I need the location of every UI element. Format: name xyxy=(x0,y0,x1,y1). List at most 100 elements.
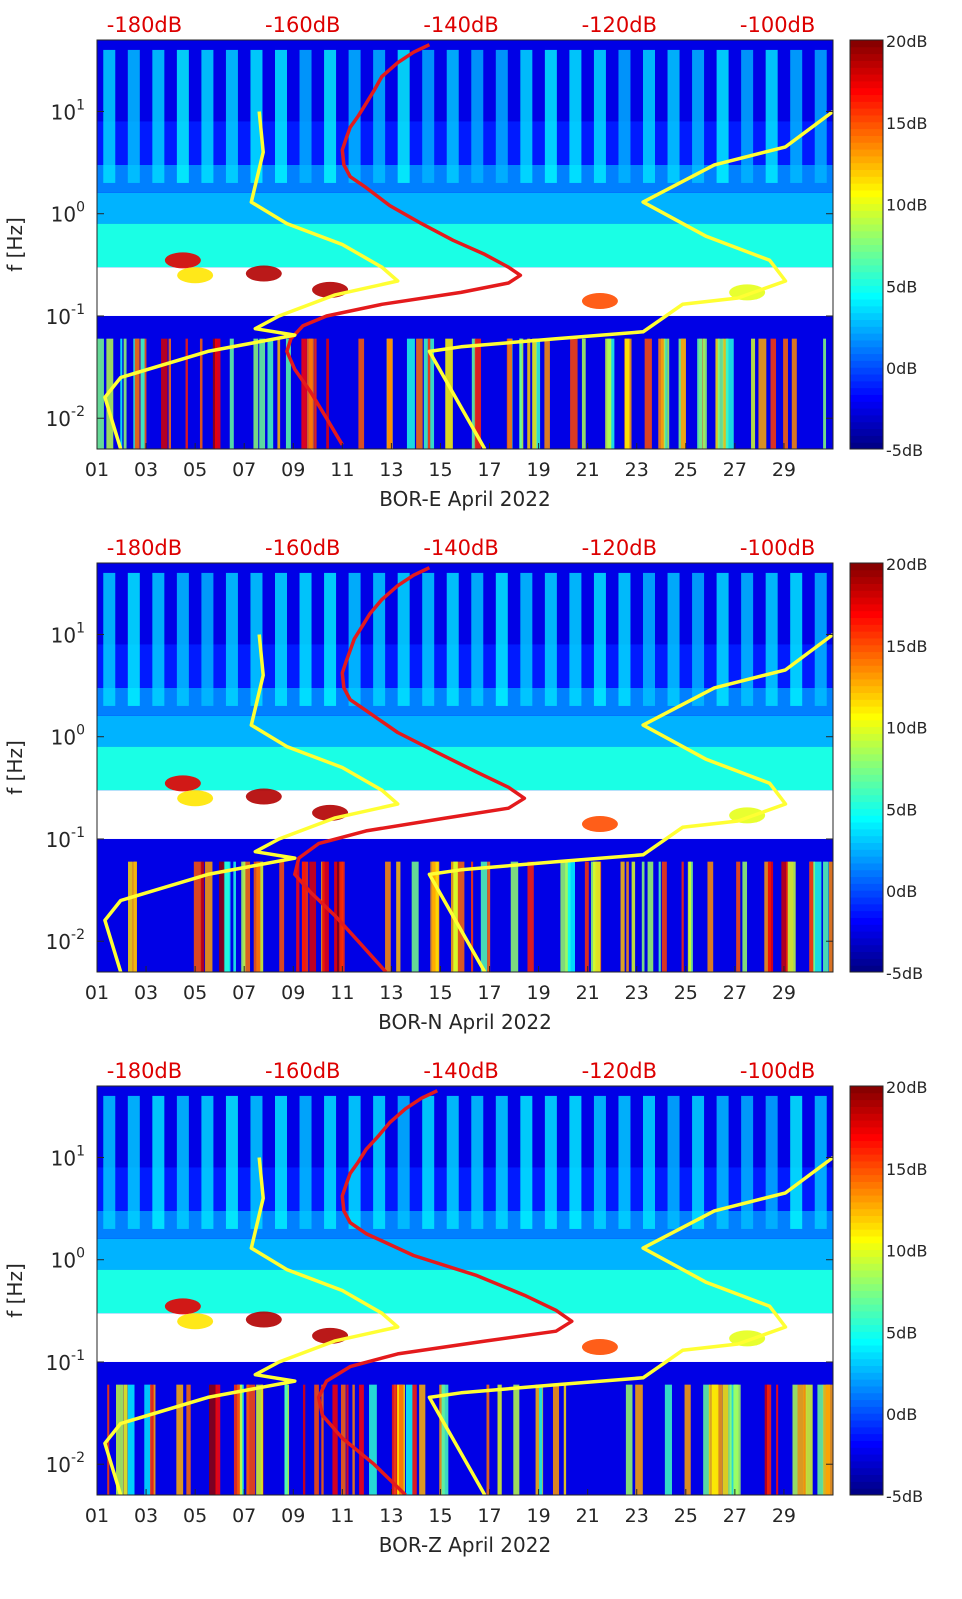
spectrogram-streak xyxy=(186,1384,191,1495)
colorbar-segment xyxy=(850,1195,883,1203)
spectrogram-streak xyxy=(131,861,137,972)
colorbar-segment xyxy=(850,637,883,646)
spectrogram-streak xyxy=(225,1095,238,1229)
colorbar-tick-label: 10dB xyxy=(886,1242,928,1261)
colorbar-frame xyxy=(849,1085,884,1496)
spectrogram-streak xyxy=(144,1384,152,1495)
colorbar-segment xyxy=(850,965,883,973)
spectrogram-streak xyxy=(127,49,140,183)
spectrogram-streak xyxy=(422,1095,435,1229)
colorbar-segment xyxy=(850,842,883,850)
x-tick-label: 23 xyxy=(625,459,649,481)
colorbar-tick-label: 5dB xyxy=(886,1323,917,1342)
spectrogram-streak xyxy=(767,1384,772,1495)
y-tick-base: 10 xyxy=(51,100,76,124)
spectrogram-streak xyxy=(341,861,345,972)
colorbar-segment xyxy=(850,60,883,68)
colorbar-segment xyxy=(850,583,883,591)
colorbar-segment xyxy=(850,108,883,116)
spectrogram-streak xyxy=(495,572,508,706)
noise-spectrum-curve-red xyxy=(285,43,523,446)
x-tick-label: 19 xyxy=(527,459,551,481)
spectrogram-streak xyxy=(722,1384,729,1495)
spectrogram-streak xyxy=(358,338,365,449)
spectrogram-streak xyxy=(520,572,533,706)
colorbar-segment xyxy=(850,883,883,891)
y-tick-label: 10-1 xyxy=(46,302,85,329)
spectrogram-streak xyxy=(790,49,803,183)
colorbar-segment xyxy=(850,597,883,605)
colorbar-segment xyxy=(850,869,883,878)
spectrogram-streak xyxy=(667,572,680,706)
colorbar-segment xyxy=(850,1331,883,1339)
spectrogram-streak xyxy=(116,1384,121,1495)
y-tick-label: 10-2 xyxy=(46,404,85,431)
x-tick-label: 23 xyxy=(625,1505,649,1527)
colorbar-segment xyxy=(850,665,883,673)
spectrogram-streak xyxy=(702,338,707,449)
spectrogram-streak xyxy=(741,1095,754,1229)
colorbar-segment xyxy=(850,305,883,314)
colorbar-tick-label: 10dB xyxy=(886,719,928,738)
x-tick-label: 05 xyxy=(183,982,207,1004)
colorbar-segment xyxy=(850,644,883,653)
x-tick-label: 03 xyxy=(134,1505,158,1527)
colorbar-segment xyxy=(850,563,883,571)
spectrogram-streak xyxy=(275,49,287,183)
spectrogram-streak xyxy=(201,1095,214,1229)
spectrogram-band xyxy=(97,563,833,645)
spectrogram-streak xyxy=(275,572,287,706)
spectrogram-streak xyxy=(703,1384,710,1495)
spectrogram-streak xyxy=(219,861,225,972)
spectrogram-streak xyxy=(299,572,312,706)
colorbar-segment xyxy=(850,244,883,252)
spectrogram-streak xyxy=(348,49,361,183)
spectrogram-hotspot xyxy=(581,816,618,833)
spectrogram-streak xyxy=(233,861,236,972)
colorbar-tick-label: 15dB xyxy=(886,637,928,656)
colorbar-segment xyxy=(850,271,883,280)
colorbar-segment xyxy=(850,801,883,809)
spectrogram-streak xyxy=(532,338,537,449)
spectrogram-streak xyxy=(453,861,458,972)
colorbar-segment xyxy=(850,230,883,239)
spectrogram-streak xyxy=(161,338,168,449)
top-axis-db-label: -160dB xyxy=(265,536,340,560)
colorbar-segment xyxy=(850,40,883,48)
spectrogram-streak xyxy=(552,1384,560,1495)
top-axis-db-label: -140dB xyxy=(423,536,498,560)
noise-model-curve-yellow-low xyxy=(103,1157,400,1495)
spectrogram-streak xyxy=(150,1384,154,1495)
spectrogram-streak xyxy=(618,49,631,183)
spectrogram-streak xyxy=(791,338,797,449)
spectrogram-streak xyxy=(411,861,419,972)
colorbar-segment xyxy=(850,210,883,218)
spectrogram-band xyxy=(97,121,833,165)
colorbar-segment xyxy=(850,1297,883,1305)
spectrogram-streak xyxy=(527,861,534,972)
x-tick-label: 07 xyxy=(232,982,256,1004)
y-tick-exponent: 1 xyxy=(76,97,85,113)
spectrogram-streak xyxy=(153,1384,156,1495)
spectrogram-streak xyxy=(214,338,221,449)
colorbar-segment xyxy=(850,1283,883,1291)
spectrogram-band xyxy=(97,1086,833,1168)
colorbar-segment xyxy=(850,1188,883,1196)
x-tick-label: 29 xyxy=(772,982,796,1004)
spectrogram-streak xyxy=(625,338,630,449)
spectrogram-streak xyxy=(397,572,410,706)
spectrogram-streak xyxy=(215,1384,221,1495)
colorbar-frame xyxy=(849,562,884,973)
spectrogram-streak xyxy=(593,572,606,706)
spectrogram-streak xyxy=(140,338,145,449)
colorbar-segment xyxy=(850,1488,883,1496)
spectrogram-heatmap xyxy=(97,40,833,449)
colorbar-segment xyxy=(850,176,883,184)
spectrogram-streak xyxy=(391,1384,399,1495)
colorbar-segment xyxy=(850,1379,883,1387)
spectrogram-streak xyxy=(427,338,431,449)
spectrogram-streak xyxy=(299,49,312,183)
y-tick-label: 10-2 xyxy=(46,1450,85,1477)
x-tick-label: 23 xyxy=(625,982,649,1004)
spectrogram-streak xyxy=(412,1384,417,1495)
